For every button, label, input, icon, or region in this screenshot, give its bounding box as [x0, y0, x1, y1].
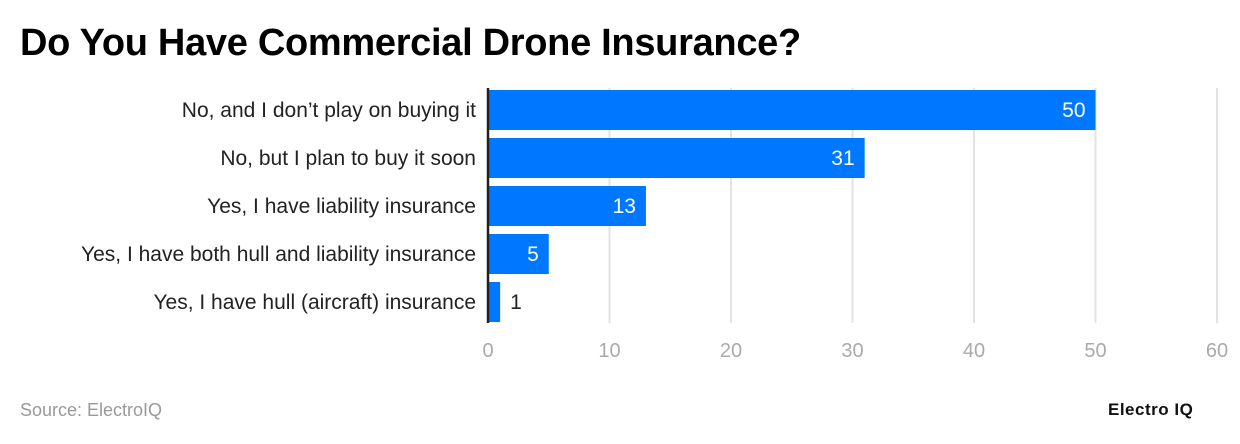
x-tick-label: 10 — [598, 340, 620, 362]
category-label: Yes, I have both hull and liability insu… — [81, 243, 476, 266]
category-label: Yes, I have hull (aircraft) insurance — [153, 291, 476, 314]
chart-title: Do You Have Commercial Drone Insurance? — [20, 22, 801, 64]
bar — [488, 234, 549, 274]
bar — [488, 282, 501, 322]
data-label: 1 — [510, 291, 522, 314]
x-tick-label: 60 — [1206, 340, 1228, 362]
x-tick-label: 50 — [1084, 340, 1106, 362]
x-tick-label: 30 — [841, 340, 863, 362]
category-label: Yes, I have liability insurance — [207, 195, 476, 218]
bar — [488, 90, 1096, 130]
x-tick-label: 20 — [720, 340, 742, 362]
bar — [488, 186, 646, 226]
x-tick-label: 0 — [482, 340, 493, 362]
data-label: 31 — [831, 147, 854, 170]
x-tick-label: 40 — [963, 340, 985, 362]
data-label: 13 — [613, 195, 636, 218]
source-note: Source: ElectroIQ — [20, 400, 163, 420]
bar — [488, 138, 865, 178]
category-label: No, and I don’t play on buying it — [182, 99, 476, 122]
brand-logo: Electro IQ — [1108, 400, 1194, 419]
data-label: 50 — [1062, 99, 1085, 122]
category-label: No, but I plan to buy it soon — [220, 147, 476, 170]
data-label: 5 — [527, 243, 539, 266]
